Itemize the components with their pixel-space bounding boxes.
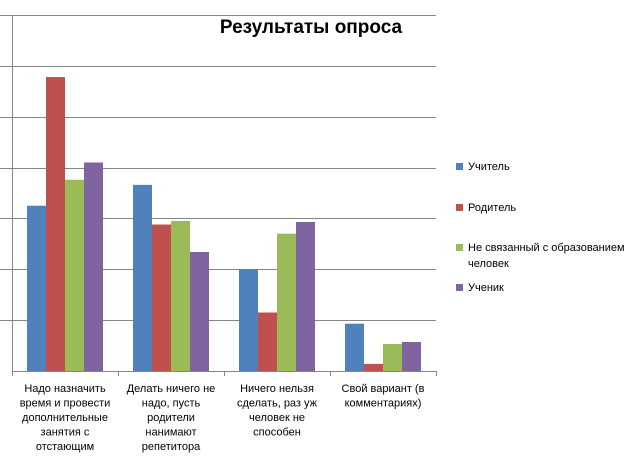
- category-label: Надо назначить время и провести дополнител…: [20, 383, 111, 453]
- bar: [190, 251, 209, 371]
- bar: [345, 323, 364, 371]
- legend-label: Ученик: [468, 282, 504, 294]
- category-labels: Надо назначить время и провести дополнител…: [20, 383, 425, 453]
- bar: [239, 269, 258, 371]
- legend-swatch: [456, 284, 463, 291]
- bar: [65, 179, 84, 371]
- legend: Учитель Родитель Не связанный с образовани…: [456, 161, 624, 294]
- chart-title: Результаты опроса: [220, 17, 403, 38]
- legend-label: Учитель: [468, 161, 510, 173]
- legend-swatch: [456, 244, 463, 251]
- category-label: Делать ничего не надо, пусть родители наним…: [127, 383, 216, 453]
- bar: [152, 224, 171, 371]
- bar: [171, 220, 190, 371]
- bars: [27, 77, 421, 371]
- legend-swatch: [456, 163, 463, 170]
- bar: [296, 221, 315, 371]
- bar: [402, 342, 421, 371]
- bar: [84, 162, 103, 371]
- bar: [133, 184, 152, 371]
- legend-label: Не связанный с образованием человек: [468, 242, 624, 270]
- bar: [277, 233, 296, 371]
- x-axis: [12, 371, 437, 376]
- bar: [46, 77, 65, 371]
- bar: [258, 312, 277, 371]
- bar: [383, 344, 402, 371]
- bar: [364, 363, 383, 371]
- bar: [27, 205, 46, 371]
- legend-label: Родитель: [468, 202, 516, 214]
- category-label: Ничего нельзя сделать, раз уж человек не сп…: [237, 383, 318, 439]
- category-label: Свой вариант (в комментариях): [342, 383, 425, 410]
- legend-swatch: [456, 204, 463, 211]
